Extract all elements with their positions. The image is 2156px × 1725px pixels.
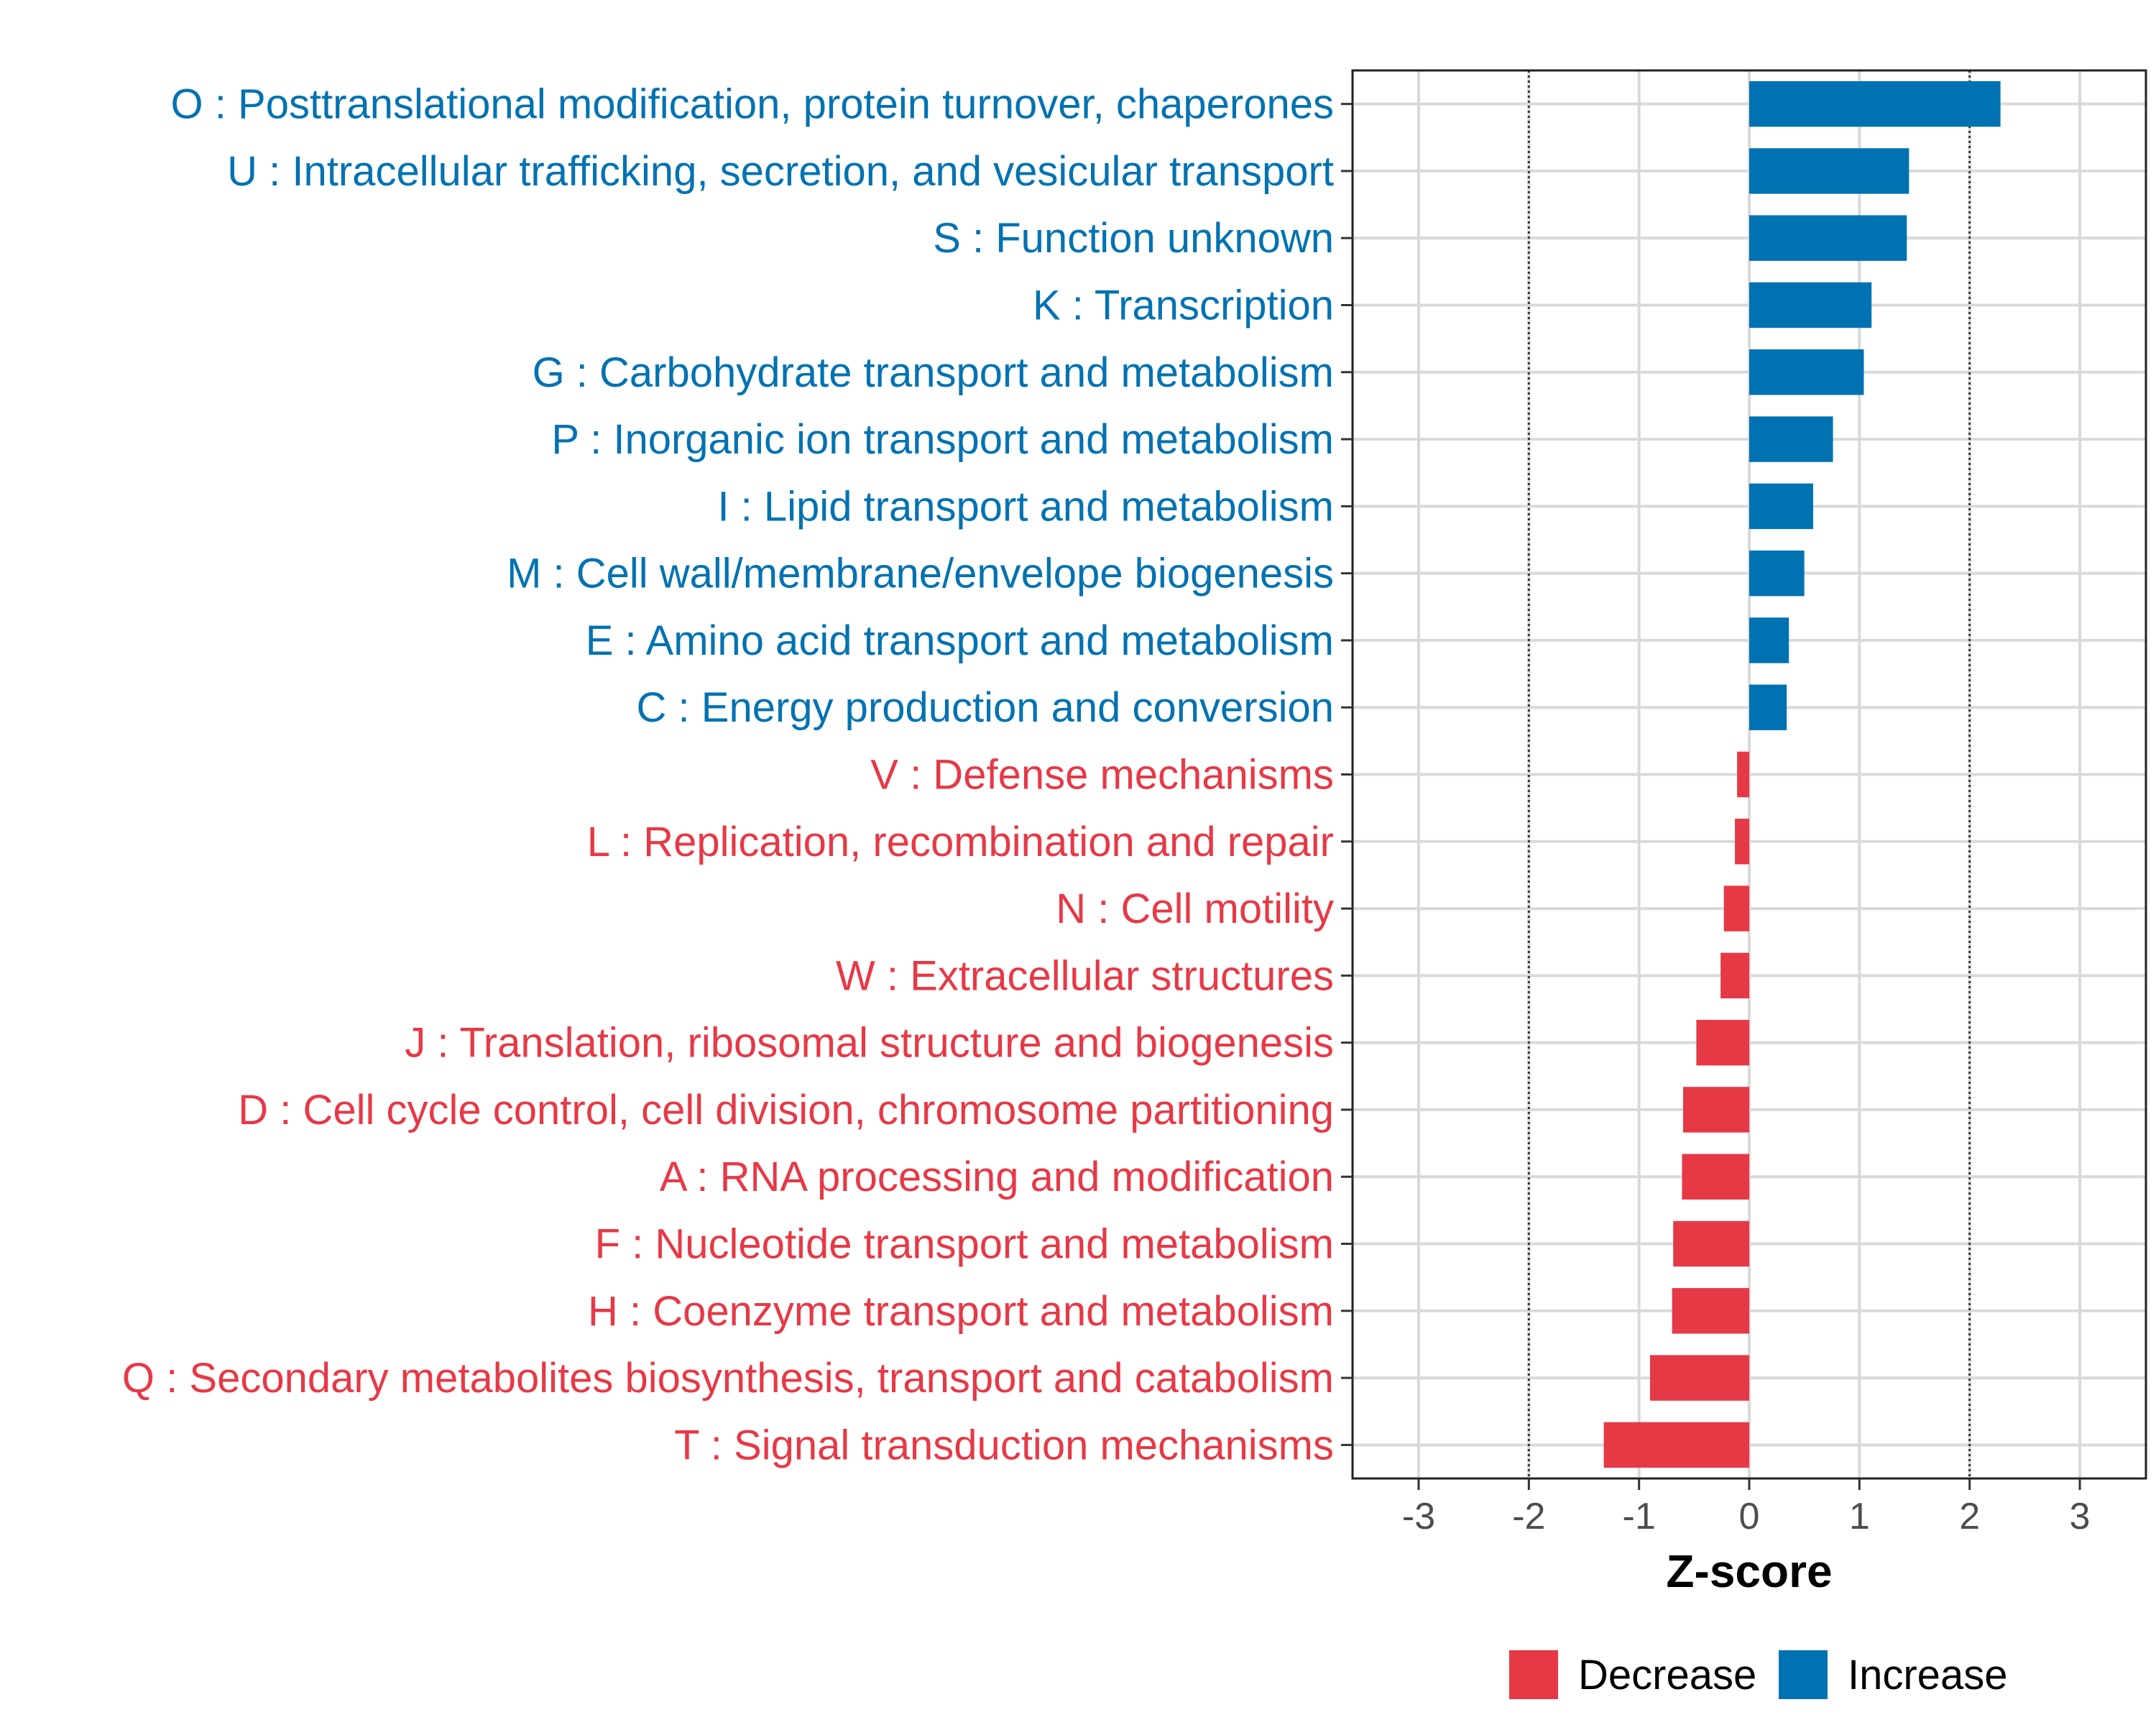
x-tick-labels: -3 -2 -1 0 1 2 3 — [1402, 1496, 2091, 1537]
bar-decrease — [1723, 886, 1749, 932]
category-label: I : Lipid transport and metabolism — [717, 483, 1334, 530]
bar-decrease — [1696, 1019, 1749, 1066]
bar-decrease — [1603, 1422, 1749, 1468]
legend-swatch-decrease — [1509, 1650, 1558, 1699]
bar-increase — [1749, 215, 1907, 261]
bar-decrease — [1650, 1355, 1749, 1401]
category-label: C : Energy production and conversion — [637, 684, 1334, 731]
category-label: V : Defense mechanisms — [870, 752, 1334, 799]
category-label: M : Cell wall/membrane/envelope biogenes… — [507, 551, 1334, 597]
x-tick-label: 3 — [2070, 1496, 2091, 1537]
category-label: N : Cell motility — [1056, 886, 1334, 932]
category-label: J : Translation, ribosomal structure and… — [405, 1020, 1334, 1067]
legend-label-increase: Increase — [1848, 1652, 2007, 1698]
bar-decrease — [1683, 1087, 1749, 1133]
x-tick-label: 2 — [1959, 1496, 1980, 1537]
legend-label-decrease: Decrease — [1578, 1652, 1756, 1698]
category-label: L : Replication, recombination and repai… — [587, 819, 1334, 865]
bar-decrease — [1673, 1220, 1749, 1267]
bar-decrease — [1735, 819, 1749, 865]
x-tick-label: -2 — [1512, 1496, 1545, 1537]
category-label: G : Carbohydrate transport and metabolis… — [533, 349, 1334, 396]
bar-increase — [1749, 282, 1872, 328]
x-axis-title: Z-score — [1666, 1545, 1832, 1597]
category-label: K : Transcription — [1033, 282, 1334, 329]
x-tick-label: -1 — [1623, 1496, 1656, 1537]
category-label: T : Signal transduction mechanisms — [674, 1422, 1334, 1468]
x-tick-label: -3 — [1402, 1496, 1435, 1537]
bar-decrease — [1672, 1288, 1749, 1334]
bar-increase — [1749, 483, 1813, 530]
category-label: H : Coenzyme transport and metabolism — [588, 1288, 1334, 1335]
category-label: W : Extracellular structures — [836, 952, 1334, 999]
category-labels: O : Posttranslational modification, prot… — [122, 81, 1334, 1469]
bar-increase — [1749, 617, 1789, 663]
axis-ticks — [1341, 103, 2081, 1490]
bar-decrease — [1720, 952, 1749, 999]
legend: Decrease Increase — [1509, 1650, 2007, 1699]
bar-decrease — [1737, 751, 1749, 798]
category-label: A : RNA processing and modification — [660, 1154, 1334, 1200]
category-label: S : Function unknown — [933, 215, 1334, 262]
bars — [1603, 80, 2001, 1468]
bar-increase — [1749, 148, 1909, 194]
category-label: U : Intracellular trafficking, secretion… — [227, 148, 1334, 195]
bar-decrease — [1682, 1154, 1749, 1200]
category-label: E : Amino acid transport and metabolism — [586, 617, 1334, 664]
category-label: O : Posttranslational modification, prot… — [171, 81, 1334, 128]
category-label: P : Inorganic ion transport and metaboli… — [551, 416, 1334, 463]
category-label: D : Cell cycle control, cell division, c… — [238, 1087, 1334, 1133]
bar-increase — [1749, 416, 1833, 462]
bar-increase — [1749, 684, 1787, 730]
x-tick-label: 0 — [1739, 1496, 1760, 1537]
category-label: Q : Secondary metabolites biosynthesis, … — [122, 1355, 1334, 1402]
bar-increase — [1749, 349, 1864, 395]
category-label: F : Nucleotide transport and metabolism — [595, 1221, 1334, 1268]
threshold-lines — [1527, 70, 1971, 1478]
legend-swatch-increase — [1779, 1650, 1828, 1699]
x-tick-label: 1 — [1849, 1496, 1870, 1537]
bar-increase — [1749, 80, 2001, 127]
bar-increase — [1749, 550, 1805, 597]
